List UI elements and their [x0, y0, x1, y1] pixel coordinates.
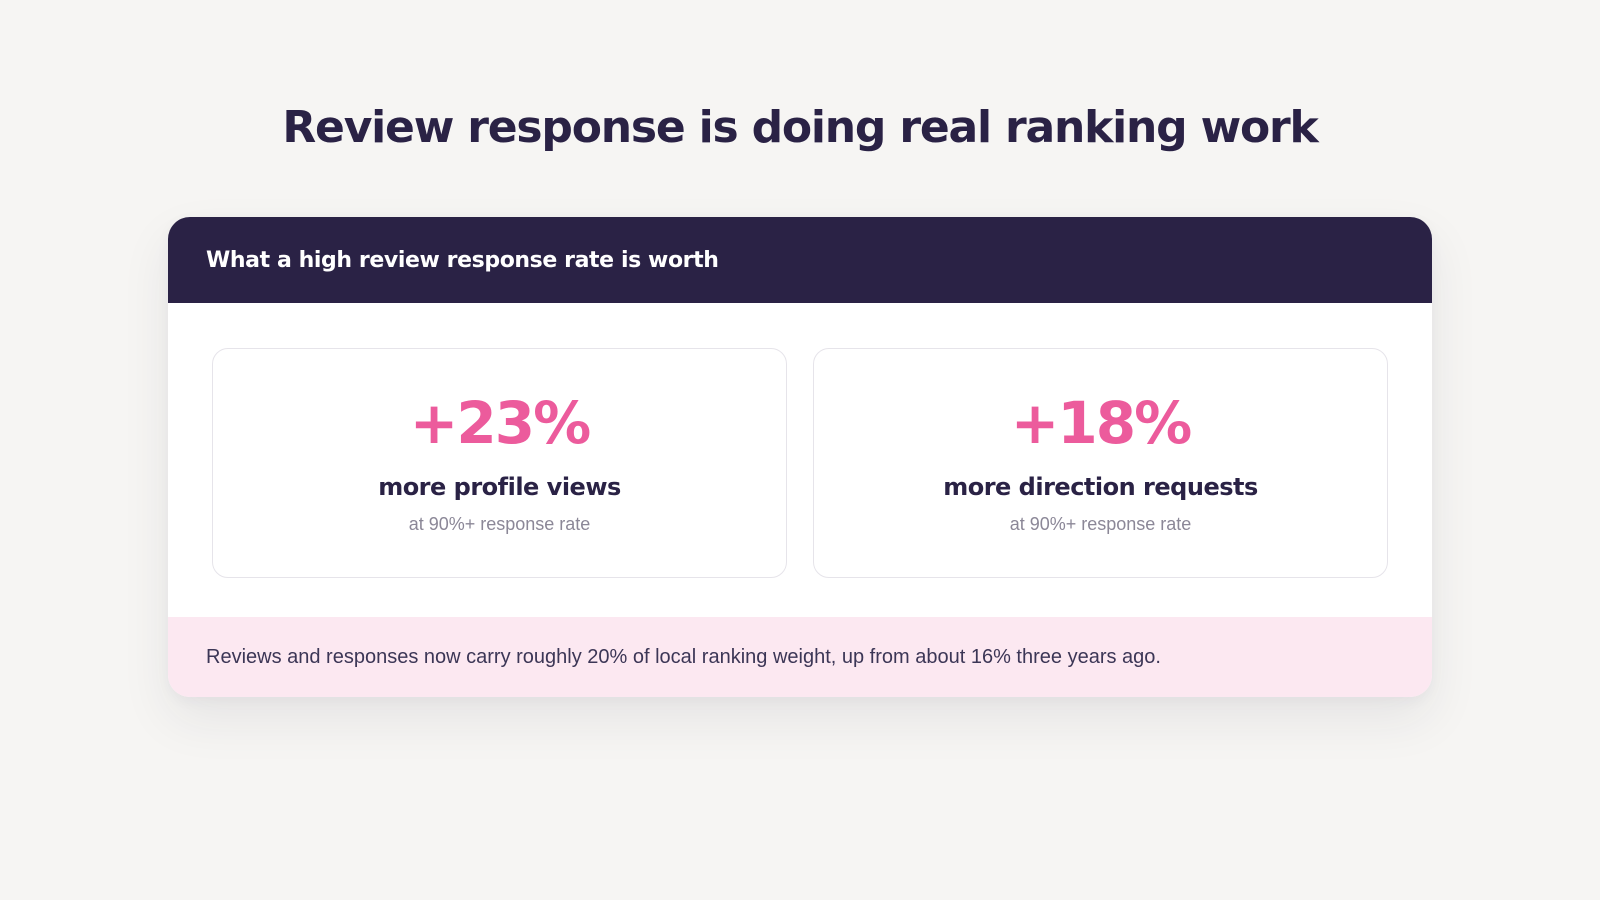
stat-tile-profile-views: +23% more profile views at 90%+ response…	[212, 348, 787, 578]
stat-tile-direction-requests: +18% more direction requests at 90%+ res…	[813, 348, 1388, 578]
card-footer: Reviews and responses now carry roughly …	[168, 617, 1432, 697]
card-header: What a high review response rate is wort…	[168, 217, 1432, 303]
footer-note: Reviews and responses now carry roughly …	[206, 645, 1161, 668]
stat-value: +23%	[409, 389, 591, 457]
stats-row: +23% more profile views at 90%+ response…	[212, 348, 1388, 578]
stat-value: +18%	[1010, 389, 1192, 457]
stat-subtext: at 90%+ response rate	[408, 514, 591, 534]
card-header-title: What a high review response rate is wort…	[206, 247, 719, 273]
stat-subtext: at 90%+ response rate	[1009, 514, 1192, 534]
response-rate-card: What a high review response rate is wort…	[168, 217, 1432, 697]
stat-label: more direction requests	[943, 473, 1258, 501]
stat-label: more profile views	[378, 473, 621, 501]
page-title: Review response is doing real ranking wo…	[282, 102, 1318, 153]
